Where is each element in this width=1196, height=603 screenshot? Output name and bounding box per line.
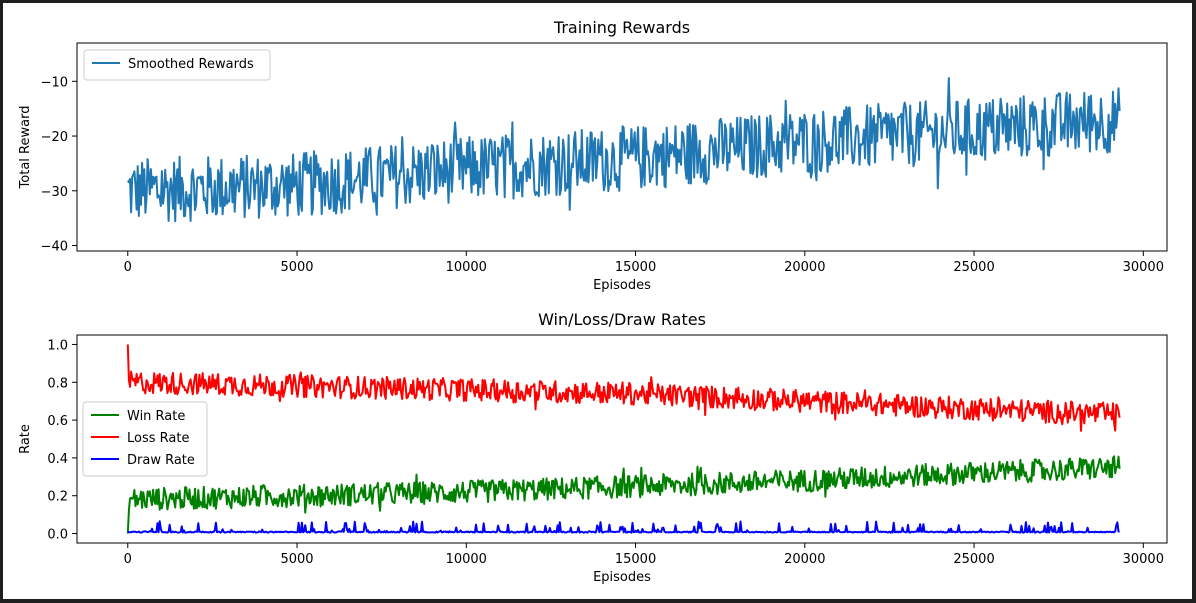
x-axis-label: Episodes bbox=[593, 278, 651, 293]
chart-panel-1: 0 5000 10000 15000 20000 25000 30000 −40 −30 −20 −… bbox=[18, 18, 1168, 293]
x-tick-label: 15000 bbox=[615, 552, 656, 567]
x-axis-label: Episodes bbox=[593, 570, 651, 585]
x-tick-label: 20000 bbox=[784, 260, 825, 275]
series-line-win bbox=[126, 455, 1121, 534]
legend-box bbox=[82, 401, 208, 477]
chart-title: Training Rewards bbox=[553, 18, 690, 37]
y-tick-label: 0.4 bbox=[47, 452, 68, 467]
legend-label-win: Win Rate bbox=[127, 409, 185, 424]
y-tick-label: 0.0 bbox=[47, 528, 68, 543]
y-tick-label: 0.2 bbox=[47, 490, 68, 505]
chart-panel-2: 0 5000 10000 15000 20000 25000 30000 0.0 0.2 0.4 0… bbox=[18, 310, 1168, 585]
x-tick-label: 5000 bbox=[280, 260, 313, 275]
legend-box bbox=[83, 49, 271, 81]
x-tick-label: 10000 bbox=[446, 260, 487, 275]
x-tick-label: 10000 bbox=[446, 552, 487, 567]
y-tick-label: −20 bbox=[41, 130, 68, 145]
legend-label-smoothed: Smoothed Rewards bbox=[128, 57, 254, 72]
x-tick-label: 0 bbox=[124, 260, 132, 275]
plot-frame bbox=[76, 334, 1168, 544]
x-tick-label: 5000 bbox=[280, 552, 313, 567]
x-tick-label: 15000 bbox=[615, 260, 656, 275]
y-tick-label: 0.8 bbox=[47, 376, 68, 391]
y-tick-label: −30 bbox=[41, 185, 68, 200]
plot-frame bbox=[76, 42, 1168, 252]
chart-title: Win/Loss/Draw Rates bbox=[538, 310, 706, 329]
x-tick-label: 30000 bbox=[1123, 552, 1164, 567]
x-tick-label: 20000 bbox=[784, 552, 825, 567]
y-axis-label: Rate bbox=[18, 424, 33, 454]
y-tick-label: −40 bbox=[41, 240, 68, 255]
y-axis-label: Total Reward bbox=[18, 106, 33, 190]
y-tick-label: 0.6 bbox=[47, 414, 68, 429]
x-tick-label: 25000 bbox=[953, 552, 994, 567]
legend-label-loss: Loss Rate bbox=[127, 431, 189, 446]
x-tick-label: 25000 bbox=[953, 260, 994, 275]
figure: 0 5000 10000 15000 20000 25000 30000 −40 −30 −20 −… bbox=[18, 18, 1168, 585]
legend-label-draw: Draw Rate bbox=[127, 453, 195, 468]
y-tick-label: 1.0 bbox=[47, 338, 68, 353]
series-line-loss bbox=[126, 344, 1121, 432]
series-line-smoothed bbox=[126, 77, 1121, 223]
y-tick-label: −10 bbox=[41, 75, 68, 90]
figure-canvas: 0 5000 10000 15000 20000 25000 30000 −40 −30 −20 −… bbox=[3, 3, 1192, 599]
x-tick-label: 30000 bbox=[1123, 260, 1164, 275]
series-line-draw bbox=[127, 520, 1120, 534]
x-tick-label: 0 bbox=[124, 552, 132, 567]
